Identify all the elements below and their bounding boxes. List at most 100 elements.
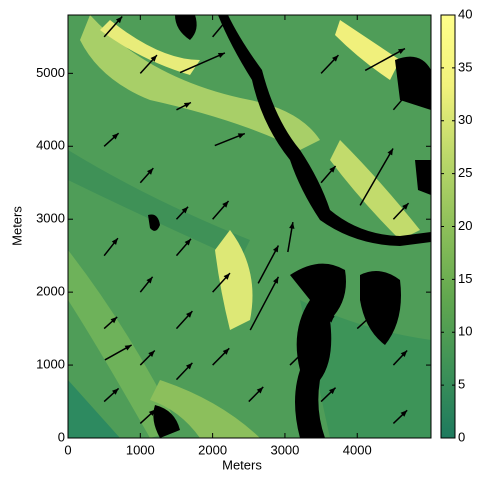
arrow: [214, 132, 246, 147]
x-tick-label: 0: [64, 442, 71, 457]
arrow: [212, 17, 230, 38]
colorbar-tick-label: 40: [458, 6, 472, 21]
arrow: [320, 315, 335, 330]
plot-frame: [67, 14, 432, 439]
x-tick-label: 1000: [126, 442, 155, 457]
arrow-head: [400, 410, 408, 417]
arrow-head: [272, 245, 279, 253]
arrow: [139, 276, 154, 293]
arrow: [212, 272, 231, 293]
arrow-head: [184, 238, 191, 246]
arrow-head: [183, 102, 191, 108]
arrow-shaft: [249, 276, 280, 331]
arrow: [139, 349, 156, 366]
arrow-shaft: [364, 47, 406, 72]
arrow-head: [148, 350, 155, 357]
arrow: [103, 387, 120, 403]
arrow: [175, 238, 192, 257]
arrow-head: [272, 276, 279, 284]
arrow-shaft: [179, 52, 226, 74]
arrow: [320, 278, 337, 293]
arrow-head: [222, 348, 230, 355]
arrow-head: [186, 311, 193, 318]
arrow-head: [400, 350, 408, 358]
arrow-head: [398, 48, 405, 55]
colorbar-tick-label: 0: [458, 429, 465, 444]
arrow: [176, 101, 192, 111]
arrow-head: [112, 388, 119, 395]
arrow: [392, 87, 413, 111]
arrow: [320, 387, 337, 403]
arrow: [103, 132, 120, 147]
arrow: [248, 386, 264, 403]
arrow: [175, 362, 193, 381]
arrow-head: [405, 87, 413, 95]
arrow-head: [217, 52, 225, 59]
y-tick-label: 5000: [36, 65, 65, 80]
arrow-shaft: [359, 148, 394, 206]
colorbar-tick-label: 5: [458, 377, 465, 392]
arrow-head: [124, 345, 132, 351]
y-tick-label: 1000: [36, 357, 65, 372]
arrow-head: [327, 316, 335, 323]
colorbar-tick-label: 10: [458, 324, 472, 339]
y-tick-label: 4000: [36, 138, 65, 153]
x-tick-label: 3000: [270, 442, 299, 457]
arrow-head: [150, 55, 157, 62]
arrow: [356, 314, 373, 330]
arrow-head: [387, 148, 394, 156]
arrow: [139, 409, 157, 424]
arrow: [175, 310, 193, 330]
x-axis-label: Meters: [222, 457, 262, 472]
arrow-head: [289, 222, 295, 229]
arrow: [139, 54, 158, 74]
x-tick-label: 4000: [343, 442, 372, 457]
arrow-head: [146, 276, 153, 284]
arrow-shaft: [257, 245, 280, 284]
arrow-head: [402, 203, 409, 210]
arrow-head: [256, 386, 264, 394]
colorbar-tick-label: 15: [458, 271, 472, 286]
y-tick-label: 2000: [36, 284, 65, 299]
arrow-head: [332, 55, 339, 62]
arrow: [320, 165, 337, 184]
arrow: [287, 221, 295, 253]
arrow: [392, 349, 408, 366]
arrow: [249, 276, 280, 331]
arrow-head: [223, 273, 230, 280]
arrow-head: [185, 362, 193, 370]
arrow: [212, 200, 230, 220]
arrow: [392, 409, 408, 424]
colorbar-tick-label: 25: [458, 165, 472, 180]
arrow: [175, 206, 189, 220]
y-axis-label: Meters: [9, 206, 24, 246]
arrow-head: [147, 168, 154, 175]
arrow: [392, 202, 410, 220]
arrow: [364, 47, 406, 72]
arrow-head: [329, 165, 336, 173]
arrow: [103, 237, 119, 257]
arrow-head: [115, 16, 123, 24]
arrow: [104, 344, 132, 361]
y-tick-label: 0: [58, 429, 65, 444]
arrow: [212, 347, 230, 366]
x-tick-label: 2000: [198, 442, 227, 457]
arrow-head: [329, 387, 336, 395]
arrow: [289, 344, 311, 366]
colorbar-tick-label: 35: [458, 59, 472, 74]
arrow: [103, 316, 118, 330]
arrow: [257, 245, 280, 284]
colorbar-tick-label: 20: [458, 218, 472, 233]
arrow-head: [303, 345, 311, 352]
y-tick-label: 3000: [36, 211, 65, 226]
arrow: [139, 167, 154, 184]
arrow-head: [148, 409, 156, 416]
arrow: [103, 15, 123, 38]
arrow-head: [181, 206, 189, 214]
arrow-head: [328, 279, 336, 286]
arrow-head: [222, 17, 229, 25]
arrow-head: [237, 133, 245, 139]
terrain: [68, 15, 431, 438]
arrow-head: [365, 314, 373, 322]
